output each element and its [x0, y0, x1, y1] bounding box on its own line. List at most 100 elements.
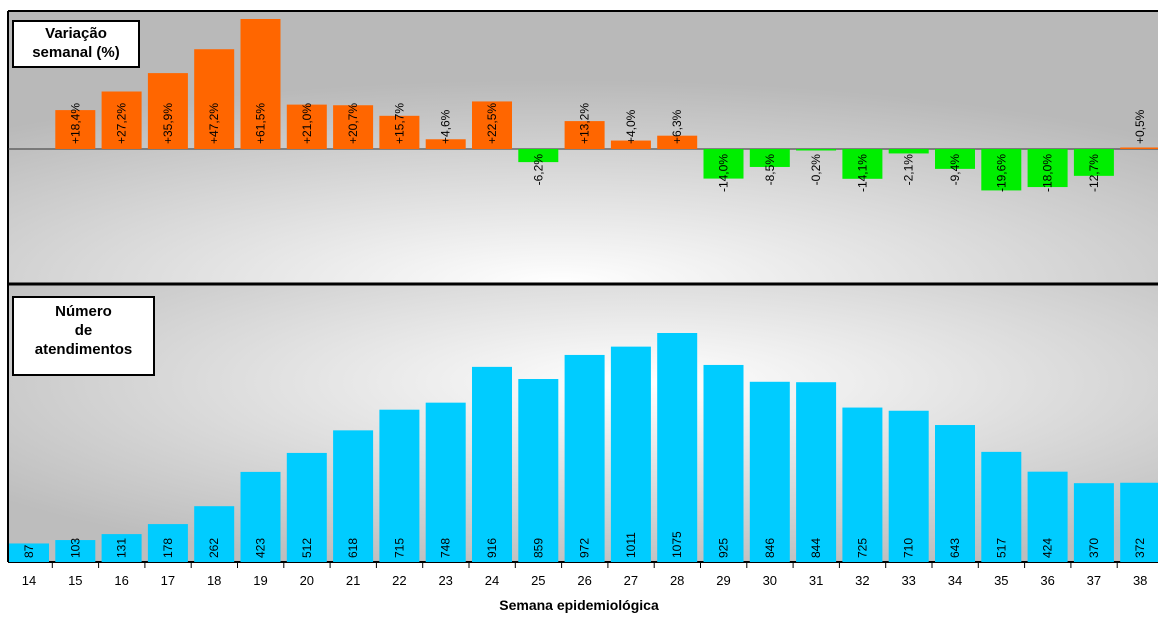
variation-data-label: +20,7%: [346, 103, 360, 144]
attendance-data-label: 844: [809, 538, 823, 558]
variation-bar: [703, 149, 744, 179]
attendance-data-label: 618: [346, 538, 360, 558]
attendance-data-label: 87: [22, 544, 36, 558]
bottom-title-line-2: de: [74, 322, 93, 339]
variation-bar: [194, 49, 235, 149]
variation-bar: [657, 135, 698, 149]
attendance-bar: [333, 430, 374, 562]
x-tick-label: 21: [346, 573, 360, 588]
attendance-data-label: 512: [300, 538, 314, 558]
attendance-bar: [194, 506, 235, 562]
attendance-bars: 87 103 131 178 262 423 512 618 715 748 916 859 972 10…: [9, 333, 1158, 562]
attendance-data-label: 370: [1087, 538, 1101, 558]
x-tick-label: 32: [855, 573, 869, 588]
attendance-bar: [981, 451, 1022, 562]
variation-data-label: +35,9%: [161, 103, 175, 144]
variation-data-label: -19,6%: [994, 154, 1008, 192]
x-tick-label: 19: [253, 573, 267, 588]
variation-bar: [1120, 147, 1158, 149]
attendance-data-label: 103: [68, 538, 82, 558]
variation-data-label: -8,5%: [763, 154, 777, 186]
attendance-data-label: 725: [855, 538, 869, 558]
x-tick-label: 31: [809, 573, 823, 588]
attendance-bar: [703, 364, 744, 562]
x-tick-label: 25: [531, 573, 545, 588]
variation-data-label: -6,2%: [531, 154, 545, 186]
variation-bars: +18,4% +27,2% +35,9% +47,2% +61,5% +21,0% +20,…: [55, 19, 1158, 192]
attendance-bar: [1073, 483, 1114, 562]
attendance-bar: [379, 409, 420, 562]
attendance-data-label: 178: [161, 538, 175, 558]
variation-bar: [888, 149, 929, 154]
variation-data-label: +27,2%: [115, 103, 129, 144]
x-axis: 14 15 16 17 18 19 20 21 22 23 24 25 26 27 28 29 30 31 32 33…: [22, 562, 1147, 588]
variation-data-label: +13,2%: [578, 103, 592, 144]
attendance-data-label: 517: [994, 538, 1008, 558]
variation-data-label: -14,0%: [717, 154, 731, 192]
attendance-bar: [564, 354, 605, 562]
variation-data-label: +47,2%: [207, 103, 221, 144]
variation-data-label: +6,3%: [670, 109, 684, 144]
variation-bar: [425, 139, 466, 149]
variation-data-label: -0,2%: [809, 154, 823, 186]
x-tick-label: 16: [114, 573, 128, 588]
variation-bar: [935, 149, 975, 169]
x-tick-label: 15: [68, 573, 82, 588]
attendance-bar: [1120, 482, 1158, 562]
x-axis-title: Semana epidemiológica: [499, 597, 659, 613]
x-tick-label: 33: [901, 573, 915, 588]
attendance-data-label: 972: [578, 538, 592, 558]
x-tick-label: 23: [438, 573, 452, 588]
attendance-data-label: 131: [115, 538, 129, 558]
attendance-data-label: 715: [392, 538, 406, 558]
attendance-bar: [935, 425, 975, 562]
attendance-bar: [749, 381, 790, 562]
variation-bar: [981, 149, 1022, 191]
attendance-data-label: 423: [254, 538, 268, 558]
variation-data-label: +18,4%: [68, 103, 82, 144]
variation-bar: [333, 105, 374, 149]
attendance-bar: [55, 540, 96, 562]
bottom-panel-title: Número de atendimentos: [12, 296, 155, 376]
attendance-bar: [425, 402, 466, 562]
attendance-bar: [286, 452, 327, 562]
x-tick-label: 20: [300, 573, 314, 588]
x-tick-label: 28: [670, 573, 684, 588]
attendance-bar: [101, 534, 142, 562]
attendance-bar: [1027, 471, 1068, 562]
variation-bar: [610, 140, 651, 149]
variation-bar: [749, 149, 790, 167]
attendance-data-label: 916: [485, 538, 499, 558]
variation-bar: [101, 91, 142, 149]
variation-bar: [55, 110, 96, 149]
variation-bar: [286, 104, 327, 149]
variation-data-label: +4,0%: [624, 109, 638, 144]
top-title-line-1: Variação: [45, 25, 107, 42]
variation-data-label: -14,1%: [855, 154, 869, 192]
x-tick-label: 36: [1040, 573, 1054, 588]
variation-data-label: -12,7%: [1087, 154, 1101, 192]
attendance-data-label: 846: [763, 538, 777, 558]
attendance-bar: [657, 333, 698, 562]
variation-data-label: +0,5%: [1133, 109, 1147, 144]
attendance-bar: [796, 382, 837, 562]
attendance-bar: [888, 410, 929, 562]
top-panel-title: Variação semanal (%): [12, 20, 140, 68]
attendance-data-label: 710: [902, 538, 916, 558]
attendance-data-label: 643: [948, 538, 962, 558]
attendance-data-label: 1075: [670, 531, 684, 558]
variation-bar: [147, 73, 188, 149]
x-tick-label: 18: [207, 573, 221, 588]
variation-data-label: +15,7%: [392, 103, 406, 144]
top-title-line-2: semanal (%): [32, 44, 120, 61]
attendance-data-label: 925: [717, 538, 731, 558]
attendance-data-label: 262: [207, 538, 221, 558]
x-tick-label: 17: [161, 573, 175, 588]
variation-bar: [240, 19, 281, 149]
variation-data-label: -9,4%: [948, 154, 962, 186]
variation-bar: [796, 149, 837, 151]
attendance-bar: [147, 524, 188, 562]
variation-data-label: +22,5%: [485, 103, 499, 144]
